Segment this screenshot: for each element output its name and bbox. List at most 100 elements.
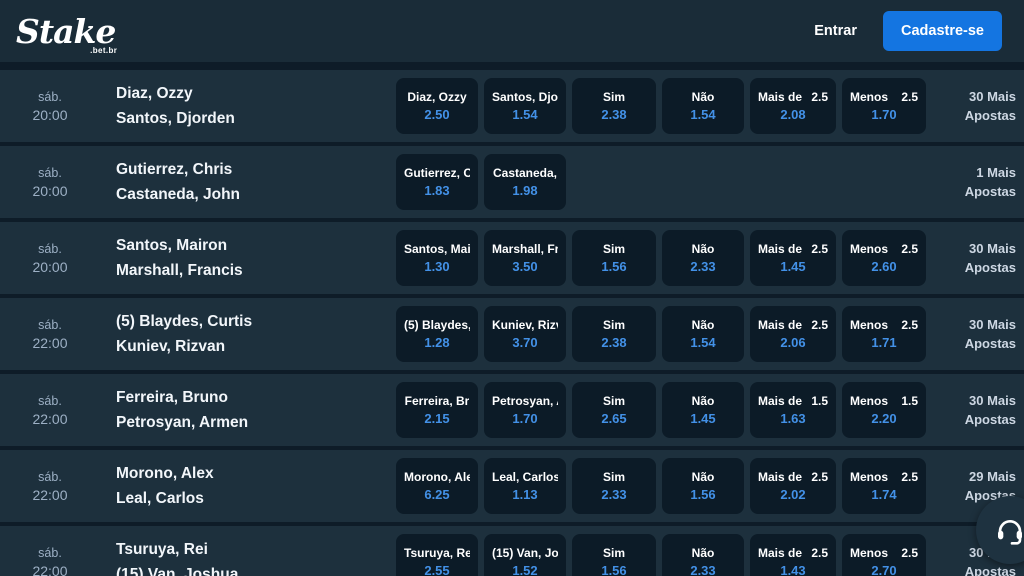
login-button[interactable]: Entrar xyxy=(814,23,857,39)
fighter2-name: (15) Van, Joshua xyxy=(116,566,239,576)
odds-button[interactable]: Menos 2.5 2.60 xyxy=(842,230,926,286)
odds-button[interactable]: Não 2.33 xyxy=(662,230,744,286)
odds-button[interactable]: Não 1.45 xyxy=(662,382,744,438)
odds-button[interactable]: Mais de 2.5 2.02 xyxy=(750,458,836,514)
fighter2-name: Petrosyan, Armen xyxy=(116,414,249,431)
odds-label: Não xyxy=(691,394,715,408)
odds-label: Menos xyxy=(850,242,889,256)
odds-value: 1.54 xyxy=(690,335,716,350)
more-bets-line1: 30 Mais xyxy=(969,89,1016,104)
odds-button[interactable]: Menos 1.5 2.20 xyxy=(842,382,926,438)
odds-label: Menos xyxy=(850,470,889,484)
odds-button[interactable]: Sim 1.56 xyxy=(572,230,656,286)
odds-label: (5) Blaydes, xyxy=(404,318,470,332)
odds-button[interactable]: Sim 2.33 xyxy=(572,458,656,514)
signup-button[interactable]: Cadastre-se xyxy=(882,11,1002,51)
stake-logo[interactable]: Stake .bet.br xyxy=(16,15,117,55)
odds-label: Menos xyxy=(850,90,889,104)
odds-handicap: 2.5 xyxy=(901,546,918,560)
odds-button[interactable]: Sim 2.65 xyxy=(572,382,656,438)
odds-button[interactable]: Ferreira, Br 2.15 xyxy=(396,382,478,438)
odds-button[interactable]: Mais de 2.5 1.45 xyxy=(750,230,836,286)
odds-button[interactable]: Não 1.54 xyxy=(662,78,744,134)
event-datetime: sáb. 22:00 xyxy=(0,392,100,429)
odds-placeholder xyxy=(572,154,656,210)
event-time: 20:00 xyxy=(32,258,68,275)
odds-label: Petrosyan, A xyxy=(492,394,558,408)
more-bets-link[interactable]: 1 Mais Apostas xyxy=(932,163,1018,201)
odds-button[interactable]: Menos 2.5 1.71 xyxy=(842,306,926,362)
odds-label: Tsuruya, Re xyxy=(404,546,470,560)
odds-button[interactable]: Morono, Ale 6.25 xyxy=(396,458,478,514)
odds-value: 1.56 xyxy=(601,259,627,274)
odds-button[interactable]: Menos 2.5 1.74 xyxy=(842,458,926,514)
odds-button[interactable]: Mais de 2.5 2.08 xyxy=(750,78,836,134)
odds-value: 1.83 xyxy=(424,183,450,198)
odds-label: Morono, Ale xyxy=(404,470,470,484)
event-fighters[interactable]: Ferreira, Bruno Petrosyan, Armen xyxy=(106,385,390,435)
odds-button[interactable]: Menos 2.5 2.70 xyxy=(842,534,926,576)
odds-button[interactable]: Não 1.54 xyxy=(662,306,744,362)
event-day: sáb. xyxy=(38,317,62,332)
event-fighters[interactable]: Diaz, Ozzy Santos, Djorden xyxy=(106,81,390,131)
fighter1-name: Tsuruya, Rei xyxy=(116,541,208,558)
odds-button[interactable]: Gutierrez, C 1.83 xyxy=(396,154,478,210)
odds-button[interactable]: Castaneda, 1.98 xyxy=(484,154,566,210)
odds-value: 2.08 xyxy=(780,107,806,122)
odds-label: Não xyxy=(691,318,715,332)
odds-button[interactable]: Santos, Djo 1.54 xyxy=(484,78,566,134)
event-time: 22:00 xyxy=(32,562,68,576)
odds-label: Sim xyxy=(602,242,625,256)
odds-button[interactable]: Kuniev, Rizv 3.70 xyxy=(484,306,566,362)
odds-handicap: 2.5 xyxy=(901,470,918,484)
odds-button[interactable]: Marshall, Fr 3.50 xyxy=(484,230,566,286)
fighter2-name: Leal, Carlos xyxy=(116,490,204,507)
odds-label: Sim xyxy=(602,470,625,484)
event-fighters[interactable]: Santos, Mairon Marshall, Francis xyxy=(106,233,390,283)
odds-button[interactable]: (5) Blaydes, 1.28 xyxy=(396,306,478,362)
odds-value: 1.71 xyxy=(871,335,897,350)
odds-button[interactable]: Sim 2.38 xyxy=(572,78,656,134)
odds-label: Mais de xyxy=(758,90,803,104)
odds-button[interactable]: Não 1.56 xyxy=(662,458,744,514)
event-row: sáb. 20:00 Gutierrez, Chris Castaneda, J… xyxy=(0,146,1024,218)
odds-button[interactable]: Menos 2.5 1.70 xyxy=(842,78,926,134)
event-fighters[interactable]: Morono, Alex Leal, Carlos xyxy=(106,461,390,511)
top-navbar: Stake .bet.br Entrar Cadastre-se xyxy=(0,0,1024,62)
event-day: sáb. xyxy=(38,469,62,484)
more-bets-line2: Apostas xyxy=(964,260,1016,275)
odds-value: 1.30 xyxy=(424,259,450,274)
event-fighters[interactable]: Gutierrez, Chris Castaneda, John xyxy=(106,157,390,207)
fighter2-name: Santos, Djorden xyxy=(116,110,235,127)
more-bets-link[interactable]: 30 Mais Apostas xyxy=(932,391,1018,429)
odds-label: Ferreira, Br xyxy=(404,394,470,408)
more-bets-line2: Apostas xyxy=(964,412,1016,427)
fighter1-name: Ferreira, Bruno xyxy=(116,389,228,406)
more-bets-line1: 30 Mais xyxy=(969,241,1016,256)
odds-button[interactable]: Sim 1.56 xyxy=(572,534,656,576)
odds-button[interactable]: Mais de 1.5 1.63 xyxy=(750,382,836,438)
odds-button[interactable]: Petrosyan, A 1.70 xyxy=(484,382,566,438)
more-bets-link[interactable]: 30 Mais Apostas xyxy=(932,87,1018,125)
odds-button[interactable]: Leal, Carlos 1.13 xyxy=(484,458,566,514)
more-bets-link[interactable]: 30 Mais Apostas xyxy=(932,239,1018,277)
event-day: sáb. xyxy=(38,545,62,560)
event-fighters[interactable]: (5) Blaydes, Curtis Kuniev, Rizvan xyxy=(106,309,390,359)
odds-value: 1.70 xyxy=(871,107,897,122)
odds-button[interactable]: Mais de 2.5 1.43 xyxy=(750,534,836,576)
odds-value: 2.65 xyxy=(601,411,627,426)
odds-value: 2.33 xyxy=(690,563,716,576)
odds-button[interactable]: Não 2.33 xyxy=(662,534,744,576)
event-fighters[interactable]: Tsuruya, Rei (15) Van, Joshua xyxy=(106,537,390,576)
odds-button[interactable]: Tsuruya, Re 2.55 xyxy=(396,534,478,576)
more-bets-link[interactable]: 30 Mais Apostas xyxy=(932,315,1018,353)
odds-button[interactable]: Sim 2.38 xyxy=(572,306,656,362)
event-time: 20:00 xyxy=(32,106,68,123)
support-chat-button[interactable] xyxy=(976,496,1024,564)
odds-button[interactable]: Diaz, Ozzy 2.50 xyxy=(396,78,478,134)
odds-button[interactable]: Santos, Mai 1.30 xyxy=(396,230,478,286)
odds-button[interactable]: Mais de 2.5 2.06 xyxy=(750,306,836,362)
odds-label: Não xyxy=(691,546,715,560)
odds-button[interactable]: (15) Van, Jo 1.52 xyxy=(484,534,566,576)
odds-value: 1.43 xyxy=(780,563,806,576)
